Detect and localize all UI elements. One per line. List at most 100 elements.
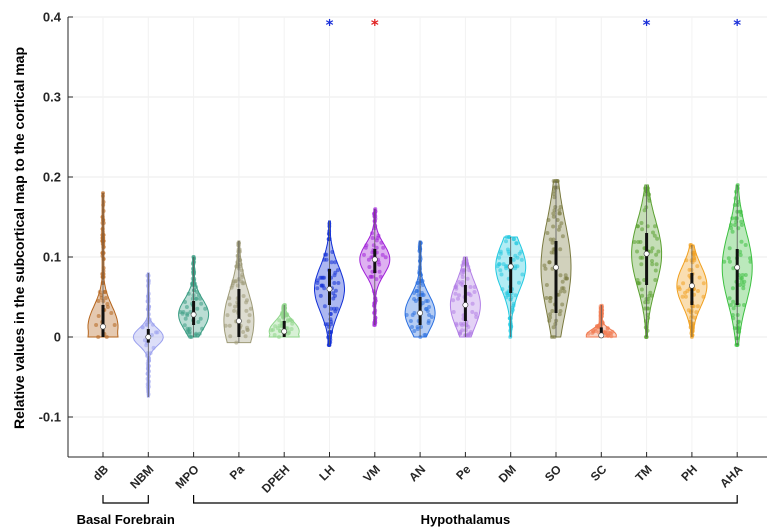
data-point [417,285,422,289]
data-point [236,243,241,248]
violin-median [689,282,695,289]
data-point [318,275,323,280]
y-axis-title: Relative values in the subcortical map t… [11,47,27,429]
data-point [96,314,101,318]
data-point [329,260,334,265]
violin-median [281,328,288,335]
data-point [609,334,614,339]
data-point [289,327,294,331]
data-point [362,252,366,257]
data-point [474,315,479,319]
data-point [520,272,525,277]
violin-db [87,191,119,339]
data-point [288,318,292,323]
data-point [195,290,199,294]
data-point [739,239,744,244]
data-point [415,327,420,331]
data-point [278,329,282,333]
violin-median [145,334,152,340]
data-point [730,216,735,221]
data-point [501,262,506,267]
data-point [322,286,327,291]
data-point [196,293,201,298]
y-tick-label: -0.1 [39,410,61,425]
violin-an [404,240,436,339]
data-point [690,329,695,334]
data-point [558,211,562,216]
data-point [112,323,117,327]
data-point [323,322,328,327]
violin-median [235,318,242,324]
data-point [326,237,331,242]
data-point [545,231,550,235]
data-point [701,281,706,286]
data-point [735,203,740,207]
data-point [240,272,244,277]
data-point [506,249,511,254]
data-point [461,268,465,273]
data-point [140,325,145,330]
data-point [646,195,651,200]
data-point [548,237,553,242]
data-point [370,236,375,240]
data-point [101,221,106,225]
data-point [558,289,563,294]
data-point [638,240,643,244]
data-point [239,268,244,273]
data-point [511,257,516,262]
data-point [322,304,327,309]
data-point [460,275,465,279]
data-point [548,315,553,320]
data-point [194,331,199,336]
data-point [373,216,378,221]
data-point [508,335,513,339]
data-point [741,286,746,291]
data-point [517,251,522,256]
data-point [739,279,744,284]
data-point [739,213,744,217]
data-point [650,246,655,251]
data-point [508,316,512,321]
data-point [562,289,567,294]
data-point [557,224,562,229]
data-point [451,310,456,314]
data-point [379,240,384,245]
data-point [374,238,379,243]
data-point [649,249,654,254]
data-point [460,263,465,268]
data-point [565,276,569,281]
data-point [370,231,374,236]
data-point [743,273,748,277]
data-point [729,226,734,231]
data-point [544,296,549,300]
violin-lh [314,220,345,347]
data-point [647,198,652,203]
data-point [198,296,203,301]
data-point [557,312,562,317]
data-point [551,237,556,242]
data-point [696,289,700,293]
data-point [544,283,549,287]
data-point [727,246,732,251]
data-point [701,294,706,299]
data-point [543,266,548,271]
violin-median [326,286,333,292]
violin-dpeh [268,303,300,339]
data-point [109,311,114,315]
data-point [418,241,423,245]
data-point [273,324,278,329]
violins [87,179,753,398]
data-point [498,268,503,273]
data-point [738,276,743,281]
violin-median [462,302,469,308]
data-point [697,275,702,280]
data-point [636,281,641,286]
data-point [691,252,696,257]
data-point [284,313,289,317]
violin-so [540,179,572,339]
data-point [733,196,738,201]
data-point [182,323,187,328]
data-point [333,288,338,293]
data-point [557,208,562,213]
data-point [510,307,515,312]
